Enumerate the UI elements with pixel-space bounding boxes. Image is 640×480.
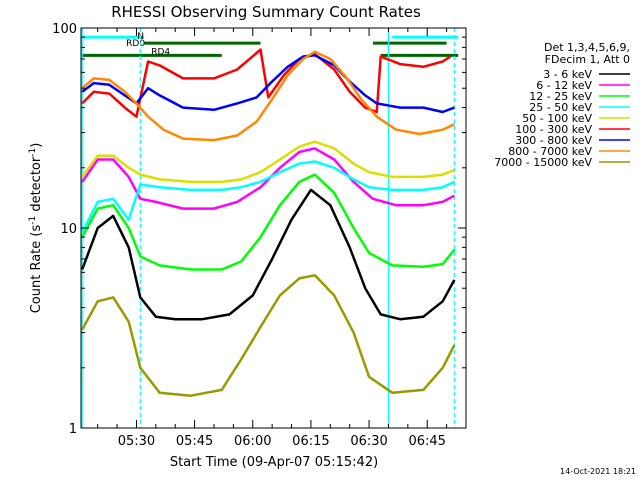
y-tick-label: 10 xyxy=(60,222,77,237)
y-tick-label: 100 xyxy=(52,22,77,37)
series-line-9 xyxy=(81,274,456,397)
legend-entry-label: 12 - 25 keV xyxy=(529,90,592,103)
series-line-3 xyxy=(81,173,456,271)
chart-title: RHESSI Observing Summary Count Rates xyxy=(111,3,421,21)
x-axis-label: Start Time (09-Apr-07 05:15:42) xyxy=(170,455,378,470)
series-line-6 xyxy=(81,48,452,118)
legend-entry-label: 800 - 7000 keV xyxy=(508,145,592,158)
legend-entry-label: 50 - 100 keV xyxy=(522,112,592,125)
x-tick-label: 06:15 xyxy=(292,434,329,449)
series-line-5 xyxy=(81,140,455,184)
legend: Det 1,3,4,5,6,9,FDecim 1, Att 0 3 - 6 keV… xyxy=(494,41,630,169)
x-tick-label: 05:45 xyxy=(176,434,213,449)
x-tick-label: 06:00 xyxy=(234,434,271,449)
series-line-8 xyxy=(81,50,455,142)
x-tick-label: 06:30 xyxy=(350,434,387,449)
legend-entry-label: 25 - 50 keV xyxy=(529,101,592,114)
y-axis-label: Count Rate (s-1 detector-1) xyxy=(28,143,44,314)
legend-entry-label: 7000 - 15000 keV xyxy=(494,156,592,169)
annotation-label-rd4: RD4 xyxy=(151,47,170,57)
legend-entry-label: 3 - 6 keV xyxy=(543,68,592,81)
series-line-4 xyxy=(81,160,455,234)
legend-entry-label: 100 - 300 keV xyxy=(515,123,592,136)
series-line-1 xyxy=(81,188,456,321)
y-tick-label: 1 xyxy=(69,422,77,437)
annotation-layer: NRD0RD4 xyxy=(82,32,459,57)
y-axis: 1 10 100 xyxy=(52,22,466,437)
legend-header: Det 1,3,4,5,6,9, xyxy=(544,41,630,54)
legend-header: FDecim 1, Att 0 xyxy=(545,53,630,66)
legend-entry-label: 6 - 12 keV xyxy=(536,79,592,92)
x-tick-label: 05:30 xyxy=(118,434,155,449)
series-layer xyxy=(81,48,456,397)
x-axis: 05:30 05:45 06:00 06:15 06:30 06:45 xyxy=(97,28,467,449)
x-tick-label: 06:45 xyxy=(408,434,445,449)
footer-timestamp: 14-Oct-2021 18:21 xyxy=(560,467,636,476)
annotation-label-rd0: RD0 xyxy=(126,39,145,49)
legend-entry-label: 300 - 800 keV xyxy=(515,134,592,147)
